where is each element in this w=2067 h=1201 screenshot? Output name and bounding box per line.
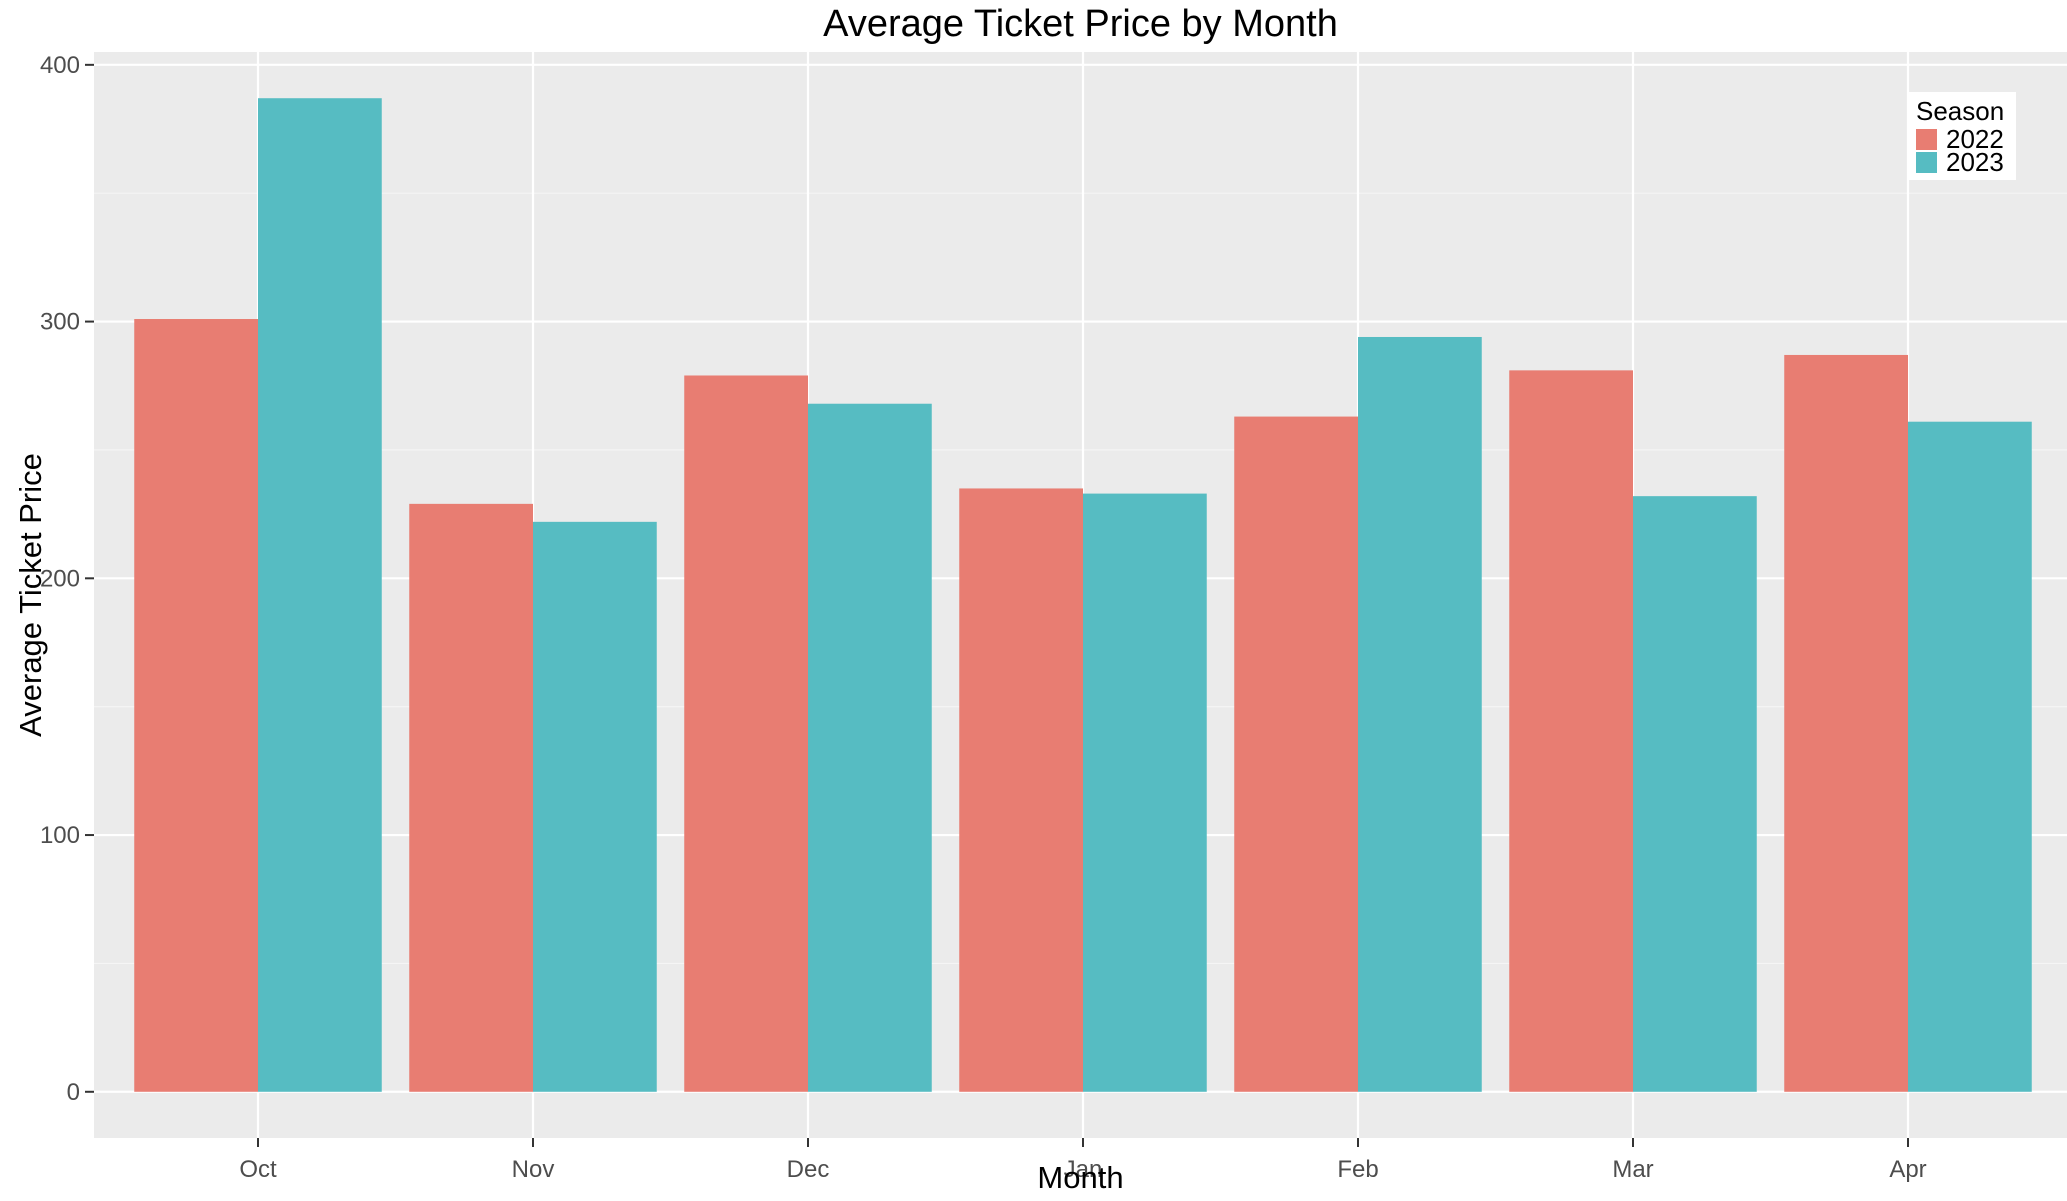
y-axis-title: Average Ticket Price xyxy=(13,453,48,737)
x-tick-label: Nov xyxy=(512,1156,555,1183)
bar-2023-jan xyxy=(1083,493,1207,1092)
bar-2023-mar xyxy=(1633,496,1757,1092)
y-tick-label: 200 xyxy=(40,565,80,592)
legend-title: Season xyxy=(1916,96,2004,126)
x-tick-label: Feb xyxy=(1337,1156,1378,1183)
bars xyxy=(134,98,2032,1092)
bar-2022-nov xyxy=(409,503,533,1092)
y-axis-ticks: 0 100 200 300 400 xyxy=(40,52,94,1106)
x-tick-label: Oct xyxy=(239,1156,277,1183)
bar-2023-nov xyxy=(533,521,657,1092)
legend-label-2023: 2023 xyxy=(1946,147,2004,177)
bar-2022-mar xyxy=(1509,370,1633,1092)
x-tick-label: Dec xyxy=(787,1156,830,1183)
y-tick-label: 300 xyxy=(40,309,80,336)
bar-2022-dec xyxy=(684,375,808,1092)
bar-2023-feb xyxy=(1358,336,1482,1092)
bar-2022-feb xyxy=(1234,416,1358,1092)
x-tick-label: Jan xyxy=(1064,1156,1103,1183)
bar-2022-apr xyxy=(1784,354,1908,1092)
x-axis-title: Month xyxy=(1037,1160,1123,1195)
y-tick-label: 0 xyxy=(67,1079,80,1106)
legend-label-2022: 2022 xyxy=(1946,124,2004,154)
chart-title: Average Ticket Price by Month xyxy=(823,3,1338,45)
legend-key-2022 xyxy=(1916,129,1937,150)
x-axis-ticks: Oct Nov Dec Jan Feb Mar Apr xyxy=(239,1138,1927,1183)
legend-key-2023 xyxy=(1916,152,1937,173)
bar-2022-jan xyxy=(959,488,1083,1092)
x-tick-label: Mar xyxy=(1612,1156,1653,1183)
y-tick-label: 400 xyxy=(40,52,80,79)
y-tick-label: 100 xyxy=(40,822,80,849)
x-tick-label: Apr xyxy=(1889,1156,1926,1183)
bar-2022-oct xyxy=(134,319,258,1092)
bar-2023-dec xyxy=(808,403,932,1092)
bar-2023-oct xyxy=(258,98,382,1092)
bar-2023-apr xyxy=(1908,421,2032,1092)
